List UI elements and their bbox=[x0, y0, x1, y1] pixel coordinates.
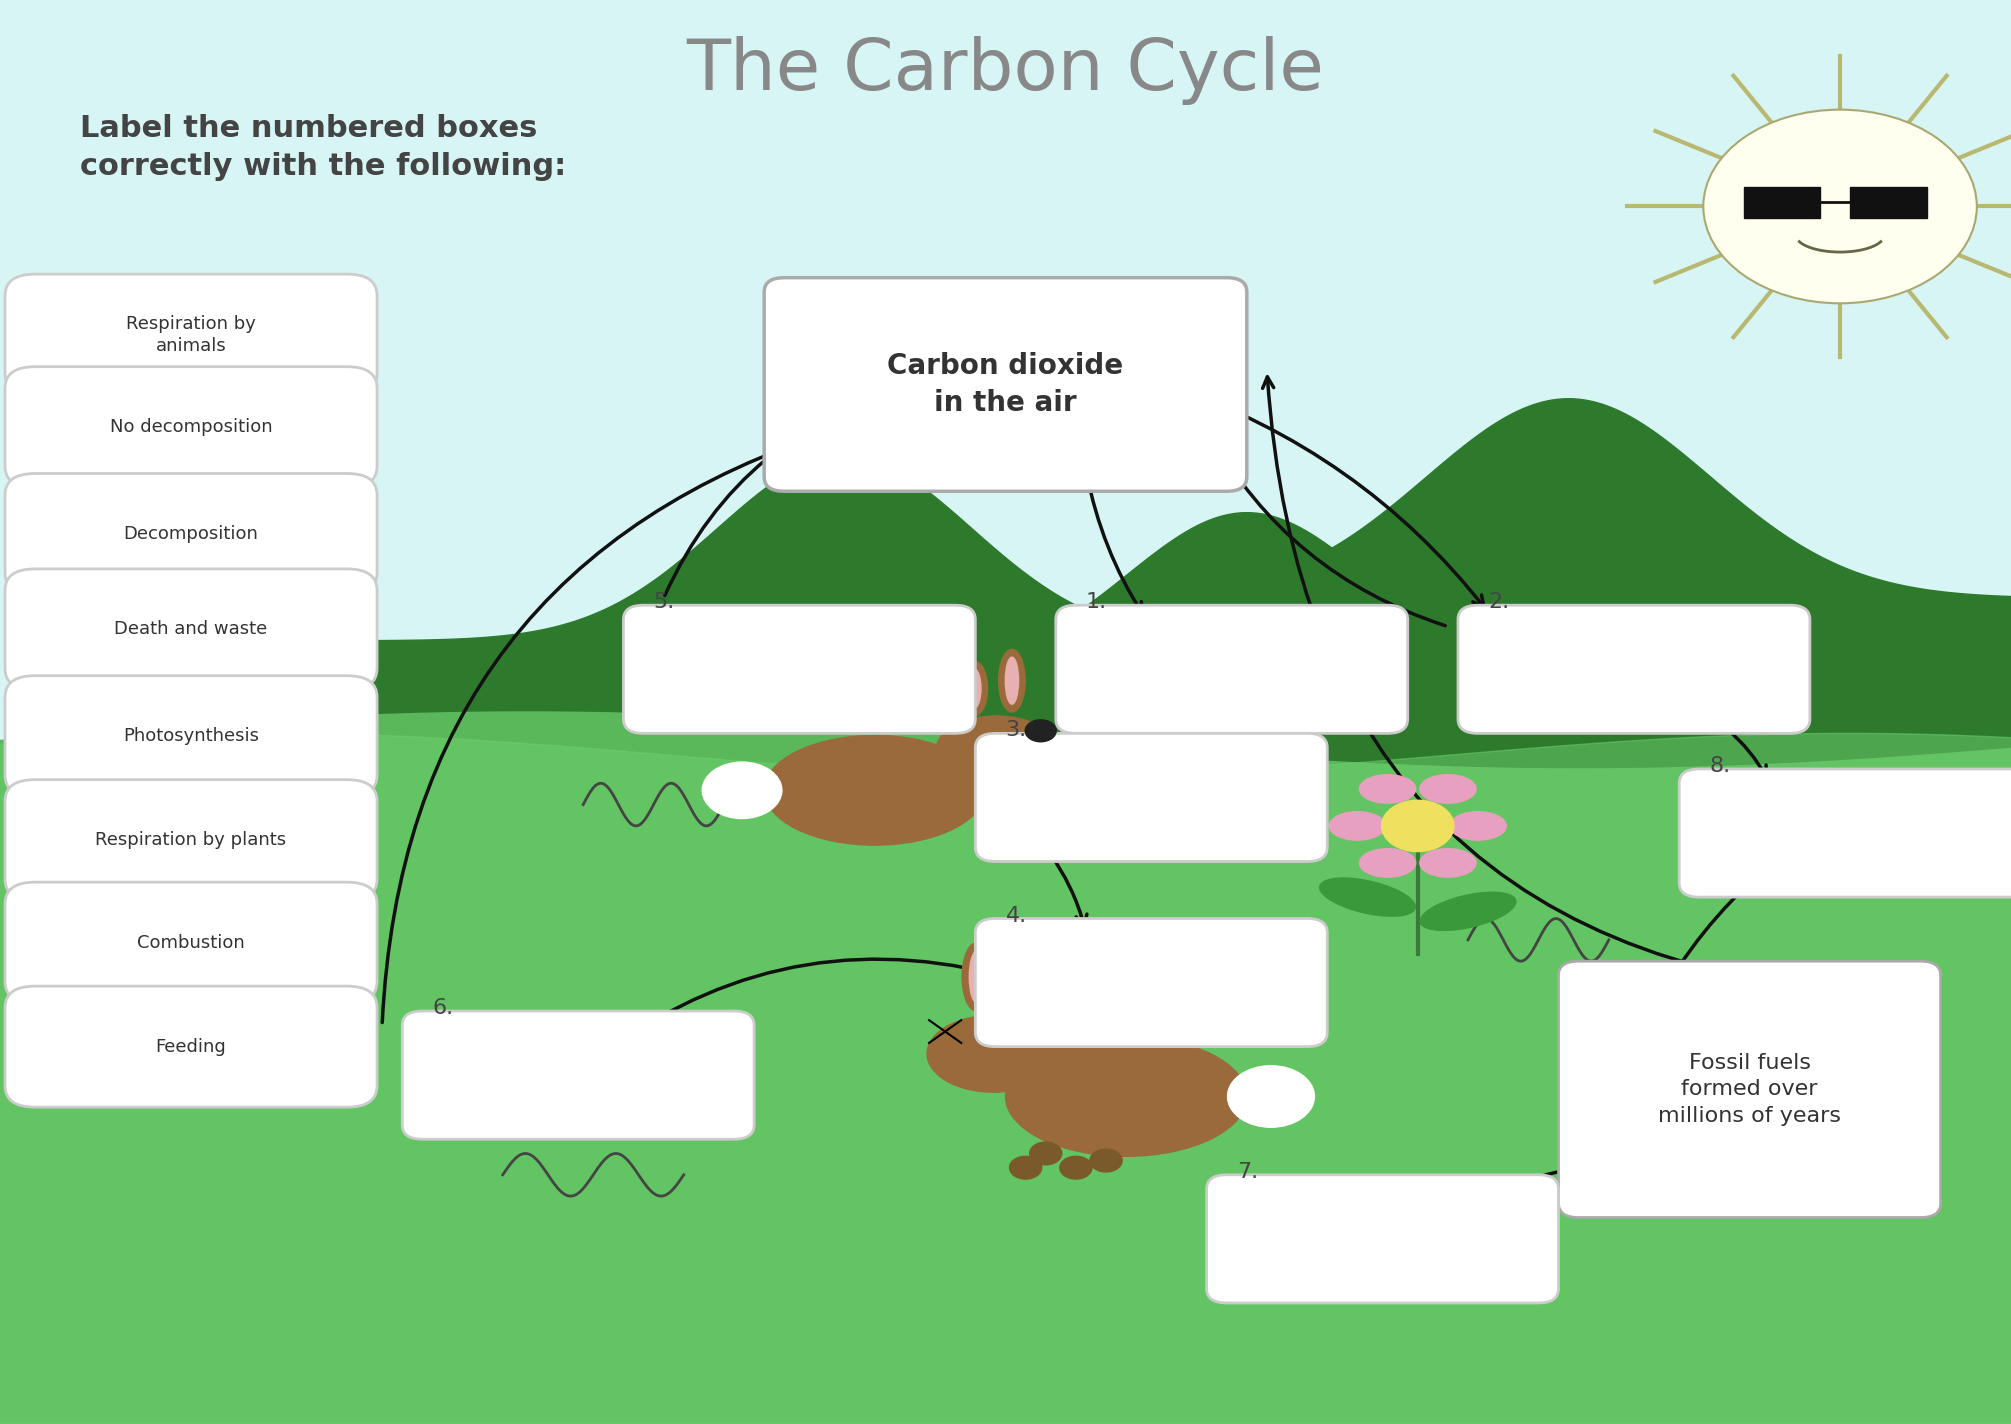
FancyBboxPatch shape bbox=[6, 568, 376, 689]
Text: Carbon dioxide
in the air: Carbon dioxide in the air bbox=[887, 352, 1124, 417]
FancyBboxPatch shape bbox=[6, 275, 376, 394]
Ellipse shape bbox=[1006, 1037, 1247, 1156]
Circle shape bbox=[1030, 1142, 1062, 1165]
FancyBboxPatch shape bbox=[1207, 1175, 1559, 1303]
FancyBboxPatch shape bbox=[764, 278, 1247, 491]
Ellipse shape bbox=[1006, 658, 1018, 705]
Text: 2.: 2. bbox=[1488, 592, 1510, 612]
FancyBboxPatch shape bbox=[6, 780, 376, 901]
FancyBboxPatch shape bbox=[6, 367, 376, 487]
Bar bbox=[1850, 187, 1927, 218]
Ellipse shape bbox=[927, 1015, 1060, 1092]
FancyBboxPatch shape bbox=[1679, 769, 2011, 897]
Ellipse shape bbox=[961, 661, 987, 716]
Circle shape bbox=[1382, 800, 1454, 852]
Ellipse shape bbox=[1319, 879, 1416, 916]
FancyBboxPatch shape bbox=[6, 883, 376, 1002]
Ellipse shape bbox=[961, 943, 991, 1011]
Text: The Carbon Cycle: The Carbon Cycle bbox=[686, 36, 1325, 104]
Ellipse shape bbox=[1420, 849, 1476, 877]
Text: Respiration by plants: Respiration by plants bbox=[95, 832, 288, 849]
Polygon shape bbox=[362, 456, 1448, 1424]
Ellipse shape bbox=[1450, 812, 1506, 840]
Text: Feeding: Feeding bbox=[155, 1038, 227, 1055]
Ellipse shape bbox=[967, 669, 981, 708]
Text: Respiration by
animals: Respiration by animals bbox=[127, 315, 255, 355]
Text: 3.: 3. bbox=[1006, 721, 1028, 740]
Text: 5.: 5. bbox=[654, 592, 676, 612]
Ellipse shape bbox=[1420, 775, 1476, 803]
Ellipse shape bbox=[1420, 893, 1516, 930]
FancyBboxPatch shape bbox=[402, 1011, 754, 1139]
FancyBboxPatch shape bbox=[1056, 605, 1408, 733]
Ellipse shape bbox=[1003, 956, 1032, 1015]
FancyBboxPatch shape bbox=[623, 605, 975, 733]
Text: Combustion: Combustion bbox=[137, 934, 245, 951]
FancyBboxPatch shape bbox=[975, 733, 1327, 862]
Polygon shape bbox=[0, 733, 2011, 1424]
Text: Death and waste: Death and waste bbox=[115, 621, 267, 638]
Circle shape bbox=[1060, 1156, 1092, 1179]
FancyBboxPatch shape bbox=[1458, 605, 1810, 733]
FancyBboxPatch shape bbox=[975, 918, 1327, 1047]
Ellipse shape bbox=[999, 649, 1026, 712]
FancyBboxPatch shape bbox=[6, 473, 376, 595]
Circle shape bbox=[1026, 721, 1056, 742]
Ellipse shape bbox=[1359, 775, 1416, 803]
Ellipse shape bbox=[1010, 964, 1026, 1007]
Ellipse shape bbox=[764, 735, 985, 846]
FancyBboxPatch shape bbox=[1559, 961, 1941, 1218]
Text: Decomposition: Decomposition bbox=[123, 525, 259, 543]
Text: Photosynthesis: Photosynthesis bbox=[123, 728, 259, 745]
Ellipse shape bbox=[935, 716, 1058, 786]
Polygon shape bbox=[1207, 399, 2011, 1424]
Circle shape bbox=[1090, 1149, 1122, 1172]
Ellipse shape bbox=[1359, 849, 1416, 877]
Circle shape bbox=[1227, 1065, 1315, 1128]
Text: 6.: 6. bbox=[432, 998, 454, 1018]
Circle shape bbox=[1703, 110, 1977, 303]
Polygon shape bbox=[0, 712, 2011, 1424]
Circle shape bbox=[702, 762, 782, 819]
Text: Label the numbered boxes
correctly with the following:: Label the numbered boxes correctly with … bbox=[80, 114, 567, 181]
Text: 4.: 4. bbox=[1006, 906, 1028, 926]
Circle shape bbox=[1010, 1156, 1042, 1179]
Text: 7.: 7. bbox=[1237, 1162, 1259, 1182]
Bar bbox=[1744, 187, 1820, 218]
Ellipse shape bbox=[969, 951, 983, 1002]
Text: 8.: 8. bbox=[1709, 756, 1731, 776]
Text: Fossil fuels
formed over
millions of years: Fossil fuels formed over millions of yea… bbox=[1659, 1052, 1840, 1126]
Text: No decomposition: No decomposition bbox=[111, 419, 271, 436]
Text: 1.: 1. bbox=[1086, 592, 1108, 612]
FancyBboxPatch shape bbox=[6, 985, 376, 1108]
Ellipse shape bbox=[1329, 812, 1386, 840]
FancyBboxPatch shape bbox=[6, 676, 376, 797]
